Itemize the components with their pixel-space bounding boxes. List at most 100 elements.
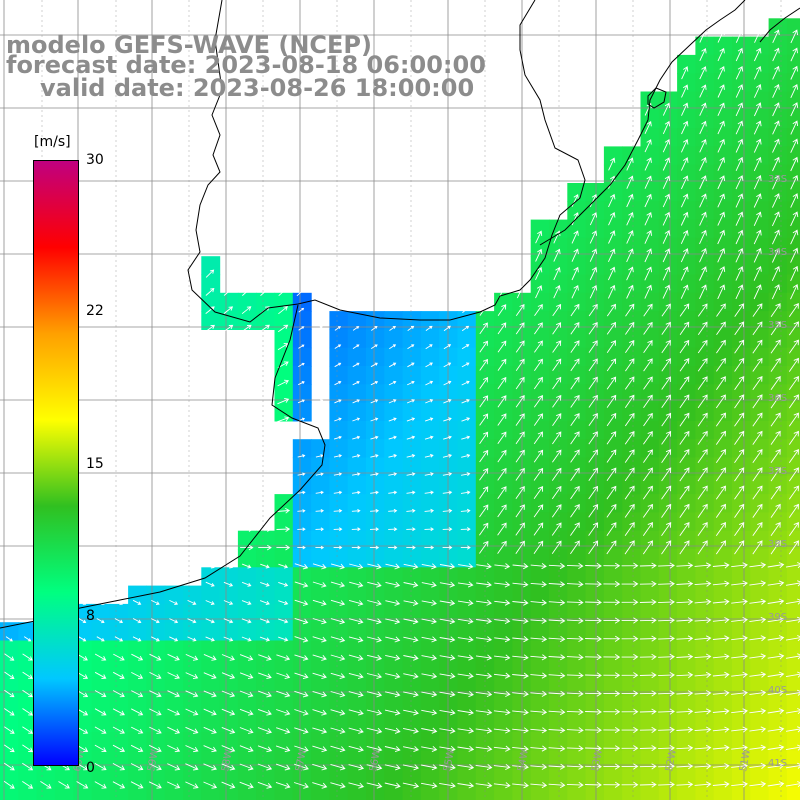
wind-arrow [112,744,126,753]
wind-arrow [130,708,144,716]
wind-arrow [221,726,236,734]
ocean-cell [402,329,422,349]
ocean-cell [0,768,19,788]
ocean-cell [146,695,166,715]
wind-arrow [384,709,401,716]
ocean-cell [347,347,367,367]
ocean-cell [768,274,788,294]
colorbar-tick-22: 22 [86,303,104,319]
ocean-cell [274,732,294,751]
wind-arrow [315,545,325,550]
ocean-cell [658,384,678,404]
wind-arrow [676,617,694,624]
wind-arrow [735,229,744,245]
wind-arrow [661,449,672,463]
ocean-cell [54,768,74,788]
ocean-cell [658,311,678,330]
wind-arrow [479,540,489,554]
wind-arrow [676,580,694,587]
ocean-cell [54,786,74,800]
wind-arrow [731,708,748,715]
ocean-cell [567,750,587,770]
wind-arrow [694,690,712,697]
ocean-cell [768,18,788,38]
ocean-cell [732,347,751,367]
wind-arrow [735,284,744,300]
wind-arrow [699,193,707,208]
ocean-cell [347,640,367,660]
ocean-cell [732,73,751,93]
ocean-cell [695,420,715,440]
wind-arrow [457,599,474,606]
wind-arrow [76,781,89,789]
ocean-cell [713,732,733,751]
wind-arrow [112,690,125,698]
wind-arrow [406,435,416,440]
wind-arrow [621,562,639,569]
ocean-cell [274,494,294,513]
ocean-cell [622,402,642,422]
wind-arrow [606,358,617,372]
ocean-cell [658,603,678,623]
wind-arrow [406,508,416,513]
wind-arrow [625,321,635,335]
ocean-cell [164,677,184,696]
wind-arrow [370,399,379,404]
ocean-cell [91,713,111,733]
ocean-cell [91,622,111,642]
wind-arrow [712,598,730,605]
ocean-cell [420,494,440,513]
wind-arrow [788,522,799,537]
ocean-cell [366,786,385,800]
wind-arrow [96,636,105,642]
ocean-cell [201,732,221,751]
wind-arrow [571,248,579,262]
wind-arrow [699,175,707,190]
ocean-cell [622,603,642,623]
ocean-cell [146,713,166,733]
ocean-cell [732,366,751,385]
wind-arrow [772,84,780,98]
ocean-cell [567,494,587,513]
wind-arrow [697,339,708,354]
ocean-cell [603,768,623,788]
ocean-cell [713,640,733,660]
ocean-cell [366,677,385,696]
ocean-cell [677,768,696,788]
wind-arrow [352,435,361,440]
wind-arrow [535,266,543,280]
wind-arrow [697,522,708,537]
wind-arrow [624,412,635,427]
wind-arrow [479,486,489,499]
wind-arrow [753,229,762,245]
ocean-cell [658,640,678,660]
ocean-cell [603,311,623,330]
ocean-cell [146,603,166,623]
wind-arrow [662,175,671,189]
ocean-cell [439,347,459,367]
ocean-cell [311,549,330,568]
wind-arrow [352,417,361,422]
ocean-cell [457,750,477,770]
wind-arrow [603,654,621,661]
wind-arrow [624,522,635,537]
ocean-cell [219,622,239,642]
wind-arrow [512,654,529,661]
wind-arrow [530,690,548,697]
ocean-cell [256,768,276,788]
wind-arrow [788,449,799,464]
ocean-cell [713,329,733,349]
wind-arrow [753,120,762,135]
ocean-cell [384,402,404,422]
ocean-cell [384,530,404,550]
wind-arrow [512,563,529,570]
ocean-cell [585,201,605,221]
wind-arrow [439,764,456,771]
wind-arrow [515,304,525,317]
wind-arrow [442,453,453,458]
wind-arrow [639,672,657,679]
ocean-cell [695,768,715,788]
wind-arrow [788,412,799,427]
wind-arrow [717,157,725,171]
wind-arrow [367,618,382,625]
